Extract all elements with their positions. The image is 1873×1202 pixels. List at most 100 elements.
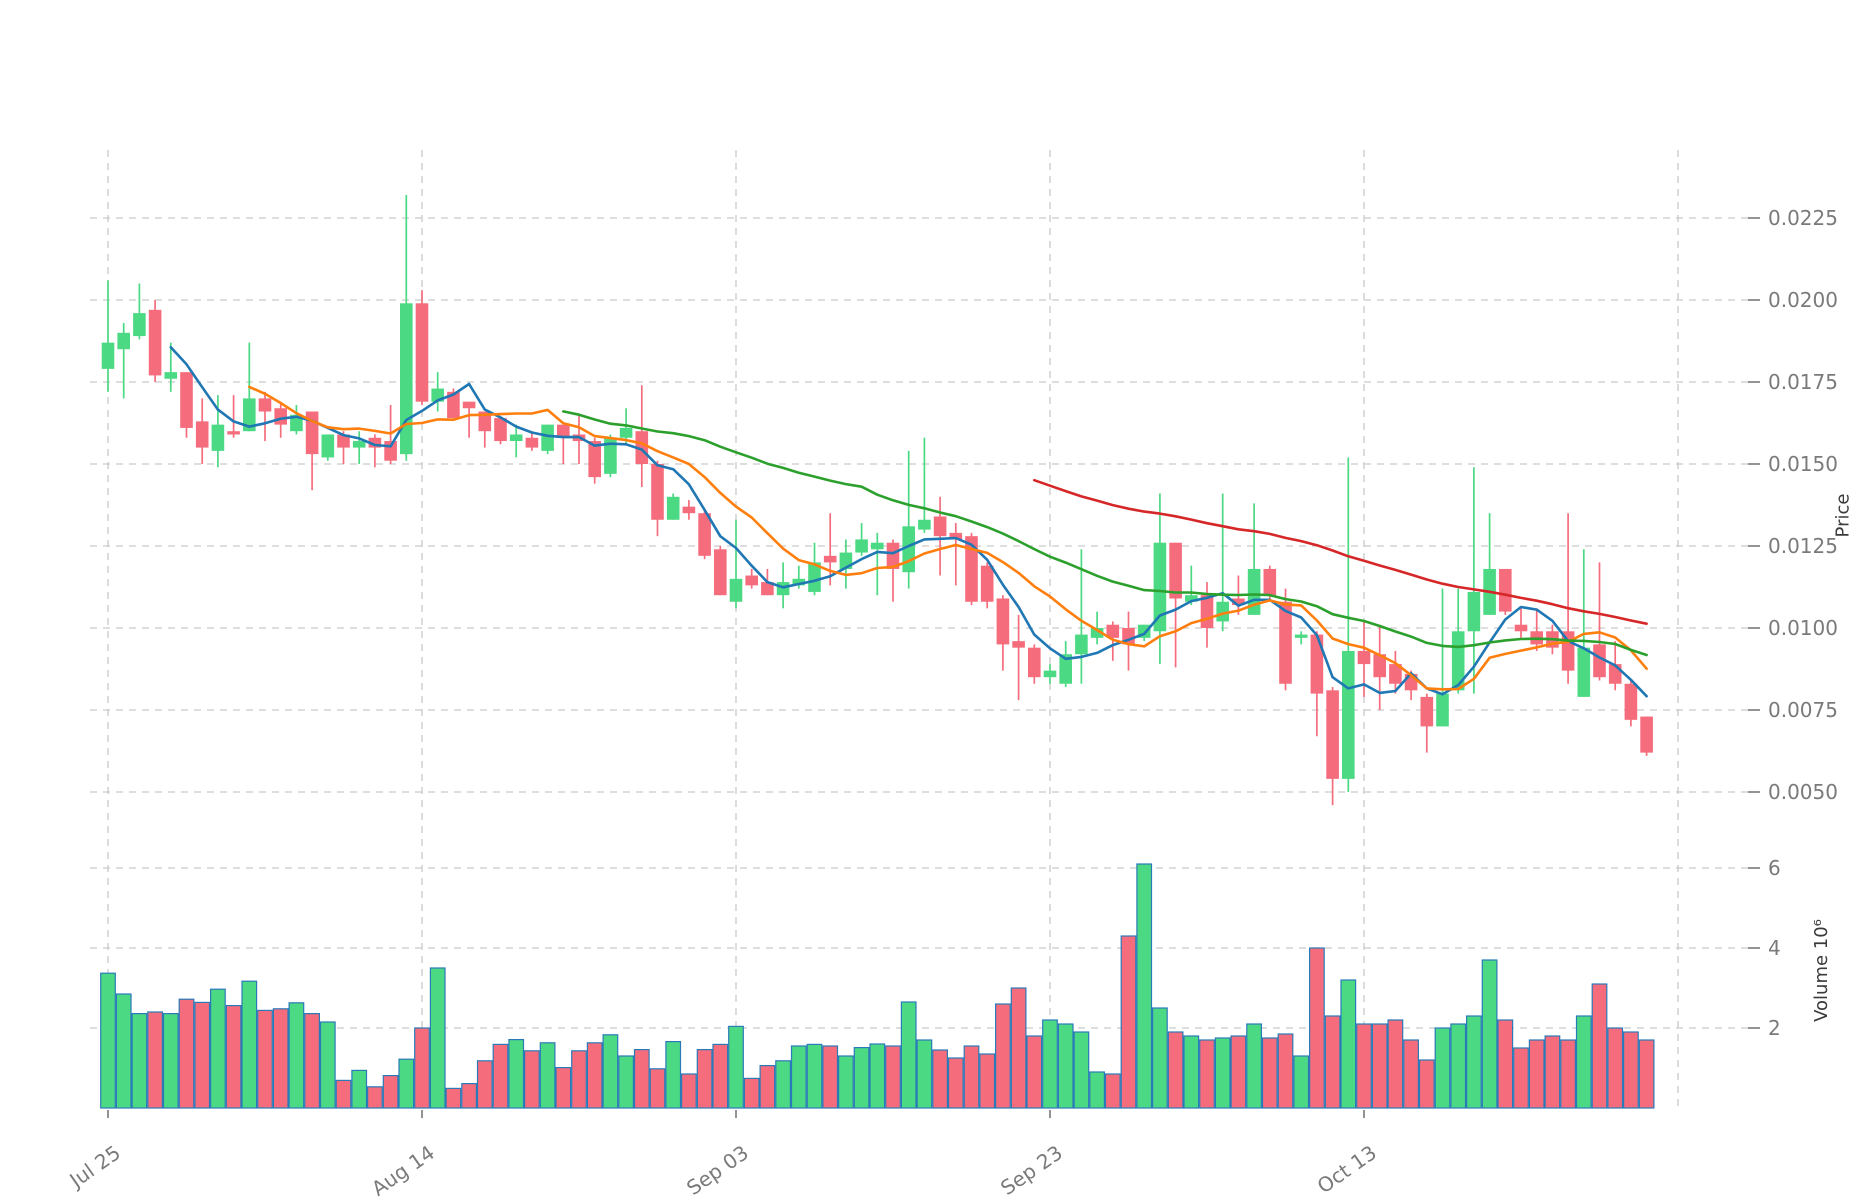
volume-bar <box>1481 959 1498 1109</box>
candle-body <box>415 303 429 402</box>
candle-body <box>494 418 507 442</box>
mav60-line <box>1033 478 1648 626</box>
volume-bar <box>1026 1035 1043 1109</box>
volume-bar <box>272 1008 289 1109</box>
candle-body <box>949 532 963 540</box>
volume-bar <box>1387 1019 1404 1109</box>
candle-body <box>933 516 947 537</box>
volume-bar <box>885 1045 901 1109</box>
candle-body <box>1624 683 1638 720</box>
volume-bar <box>1183 1035 1200 1109</box>
candle-body <box>1640 716 1653 753</box>
volume-bar <box>743 1077 760 1109</box>
candle-body <box>1153 542 1167 632</box>
candle-body <box>258 398 272 412</box>
volume-bar <box>869 1043 886 1109</box>
candle-body <box>352 441 366 448</box>
volume-bar <box>571 1050 587 1109</box>
volume-bar <box>696 1048 713 1109</box>
candle-body <box>1326 690 1339 779</box>
volume-bar <box>712 1043 729 1109</box>
candle-body <box>1200 595 1214 628</box>
candle-body <box>1357 650 1371 665</box>
volume-bar <box>1277 1033 1294 1109</box>
volume-bar <box>1057 1023 1074 1109</box>
candle-body <box>525 437 539 448</box>
volume-bar <box>367 1086 383 1109</box>
candle-body <box>1247 568 1261 615</box>
volume-bar <box>1465 1015 1482 1109</box>
candle-body <box>651 464 664 520</box>
volume-bar <box>100 972 116 1109</box>
candle-body <box>1043 670 1057 678</box>
candle-body <box>211 424 225 451</box>
volume-bar <box>225 1004 242 1109</box>
mav10-line <box>248 385 1648 691</box>
candle-body <box>462 401 476 409</box>
candle-body <box>1216 601 1229 622</box>
candle-body <box>1294 634 1308 638</box>
volume-bar <box>429 967 446 1109</box>
volume-bar <box>932 1049 948 1109</box>
volume-bar <box>837 1055 854 1109</box>
candle-body <box>1263 568 1277 596</box>
candle-body <box>227 431 240 435</box>
candle-body <box>1593 644 1606 678</box>
volume-bar <box>461 1082 477 1109</box>
volume-bar <box>1497 1019 1514 1109</box>
candle-body <box>1279 601 1292 684</box>
volume-bar <box>445 1087 462 1109</box>
candle-body <box>808 562 821 592</box>
candle-body <box>698 513 711 556</box>
volume-bar <box>115 993 132 1109</box>
volume-bar <box>1622 1031 1639 1109</box>
candle-body <box>1169 542 1182 599</box>
volume-bar <box>178 998 195 1109</box>
mav30-line <box>561 410 1648 657</box>
volume-bar <box>586 1042 603 1109</box>
volume-bar <box>288 1002 305 1109</box>
volume-bar <box>1089 1071 1106 1109</box>
volume-bar <box>1042 1019 1058 1109</box>
candle-body <box>101 342 115 369</box>
candle-body <box>604 437 617 474</box>
candle-body <box>509 434 523 442</box>
volume-bar <box>900 1001 917 1109</box>
candle-body <box>714 549 727 596</box>
volume-bar <box>1246 1023 1263 1109</box>
candle-body <box>1185 595 1198 602</box>
price-tick-label: 0.0200 <box>1768 288 1838 312</box>
candle-body <box>635 431 649 464</box>
candle-body <box>1012 641 1025 648</box>
price-tick-label: 0.0075 <box>1768 698 1838 722</box>
volume-bar <box>1560 1039 1577 1109</box>
candle-body <box>1373 654 1386 678</box>
candle-body <box>1389 664 1402 684</box>
volume-tick-label: 4 <box>1768 936 1781 960</box>
volume-tick-label: 2 <box>1768 1016 1781 1040</box>
candle-body <box>965 536 978 602</box>
volume-bar <box>1450 1023 1467 1109</box>
volume-bar <box>1293 1055 1310 1109</box>
candle-body <box>274 408 287 425</box>
volume-bar <box>476 1060 493 1109</box>
candle-body <box>776 582 790 596</box>
candle-body <box>195 421 209 448</box>
volume-bar <box>1575 1015 1592 1109</box>
volume-bar <box>633 1048 650 1109</box>
price-tick-label: 0.0050 <box>1768 780 1838 804</box>
volume-bar <box>822 1045 839 1109</box>
candle-body <box>1310 634 1324 694</box>
volume-bar <box>1214 1037 1231 1109</box>
volume-bar <box>1434 1027 1451 1109</box>
candle-body <box>337 434 350 448</box>
volume-bar <box>304 1012 320 1109</box>
volume-bar <box>539 1042 556 1109</box>
volume-bar <box>257 1009 273 1109</box>
volume-bar <box>1199 1039 1215 1109</box>
candle-body <box>1436 693 1449 727</box>
candle-body <box>729 578 743 602</box>
candle-body <box>1342 650 1355 779</box>
candle-body <box>871 542 884 550</box>
